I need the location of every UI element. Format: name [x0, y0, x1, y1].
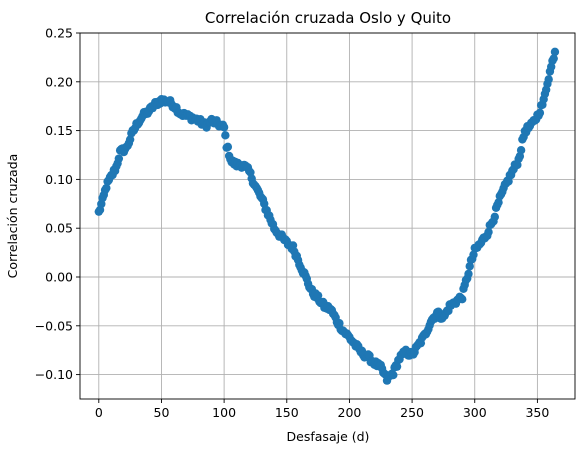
- x-tick-label: 0: [95, 405, 103, 420]
- data-point: [219, 123, 229, 132]
- plot-frame: [79, 32, 576, 400]
- data-point: [504, 177, 513, 186]
- data-points: [94, 47, 560, 385]
- y-tick-label: 0.20: [45, 74, 73, 89]
- data-point: [469, 250, 478, 259]
- data-point: [458, 294, 467, 304]
- data-point: [389, 370, 398, 380]
- y-tick-label: 0.15: [45, 123, 73, 138]
- y-tick-label: −0.10: [35, 367, 73, 382]
- x-tick-label: 50: [154, 405, 170, 420]
- data-point: [464, 269, 473, 279]
- y-axis-label: Correlación cruzada: [5, 154, 20, 279]
- data-point: [484, 227, 493, 237]
- y-tick-label: 0.25: [45, 26, 73, 41]
- y-tick-label: −0.05: [35, 318, 73, 333]
- chart-title: Correlación cruzada Oslo y Quito: [205, 9, 451, 27]
- y-tick-label: 0.05: [45, 221, 73, 236]
- data-point: [114, 154, 124, 163]
- data-point: [102, 183, 111, 193]
- x-tick-label: 200: [338, 405, 362, 420]
- data-point: [549, 54, 558, 63]
- data-point: [535, 108, 545, 118]
- data-point: [550, 47, 560, 57]
- x-axis: 0 50 100 150 200 250 300 350: [95, 399, 549, 420]
- data-point: [490, 212, 499, 222]
- x-tick-label: 150: [275, 405, 299, 420]
- x-tick-label: 250: [400, 405, 424, 420]
- y-axis: −0.10 −0.05 0.00 0.05 0.10 0.15 0.20 0.25: [35, 26, 80, 382]
- y-tick-label: 0.00: [45, 270, 73, 285]
- x-tick-label: 100: [212, 405, 236, 420]
- x-tick-label: 350: [525, 405, 549, 420]
- x-tick-label: 300: [463, 405, 487, 420]
- data-point: [221, 131, 230, 140]
- data-point: [516, 145, 526, 155]
- y-tick-label: 0.10: [45, 172, 73, 187]
- data-point: [392, 362, 402, 371]
- data-point: [335, 319, 344, 328]
- data-point: [544, 75, 553, 84]
- data-point: [465, 262, 474, 271]
- grid-lines: [80, 32, 575, 399]
- data-point: [125, 135, 135, 144]
- data-point: [223, 142, 233, 152]
- x-axis-label: Desfasaje (d): [287, 429, 370, 444]
